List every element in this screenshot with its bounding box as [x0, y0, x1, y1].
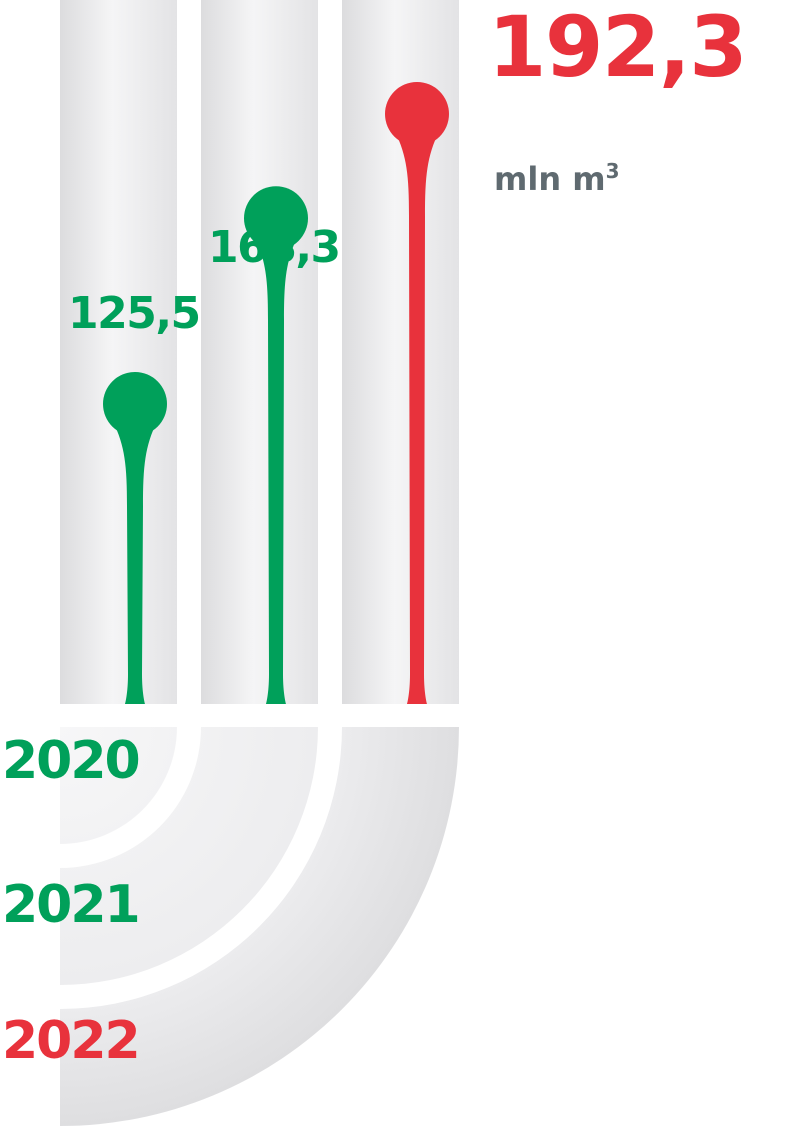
- value-label-2021: 168,3: [208, 222, 340, 273]
- stem-2022: [395, 131, 439, 705]
- arc-band-2020: [60, 727, 177, 844]
- track-2020: [60, 0, 177, 704]
- category-label-2021: 2021: [2, 875, 139, 935]
- unit-superscript: 3: [606, 159, 620, 183]
- arc-group: [60, 727, 459, 1126]
- arc-band-2021: [60, 727, 318, 985]
- unit-text: mln m: [494, 160, 606, 198]
- category-label-2020: 2020: [2, 731, 139, 791]
- arc-band-2022: [60, 727, 459, 1126]
- stem-2020: [113, 421, 157, 704]
- value-label-2020: 125,5: [68, 288, 200, 339]
- head-2022: [385, 82, 449, 146]
- value-label-2022: 192,3: [488, 0, 746, 96]
- track-2021: [201, 0, 318, 704]
- marks-group: [103, 82, 449, 705]
- category-label-2022: 2022: [2, 1011, 139, 1071]
- unit-label: mln m3: [494, 159, 620, 198]
- track-group: [60, 0, 459, 704]
- head-2021: [244, 186, 308, 251]
- stem-2021: [254, 235, 298, 704]
- head-2020: [103, 372, 167, 436]
